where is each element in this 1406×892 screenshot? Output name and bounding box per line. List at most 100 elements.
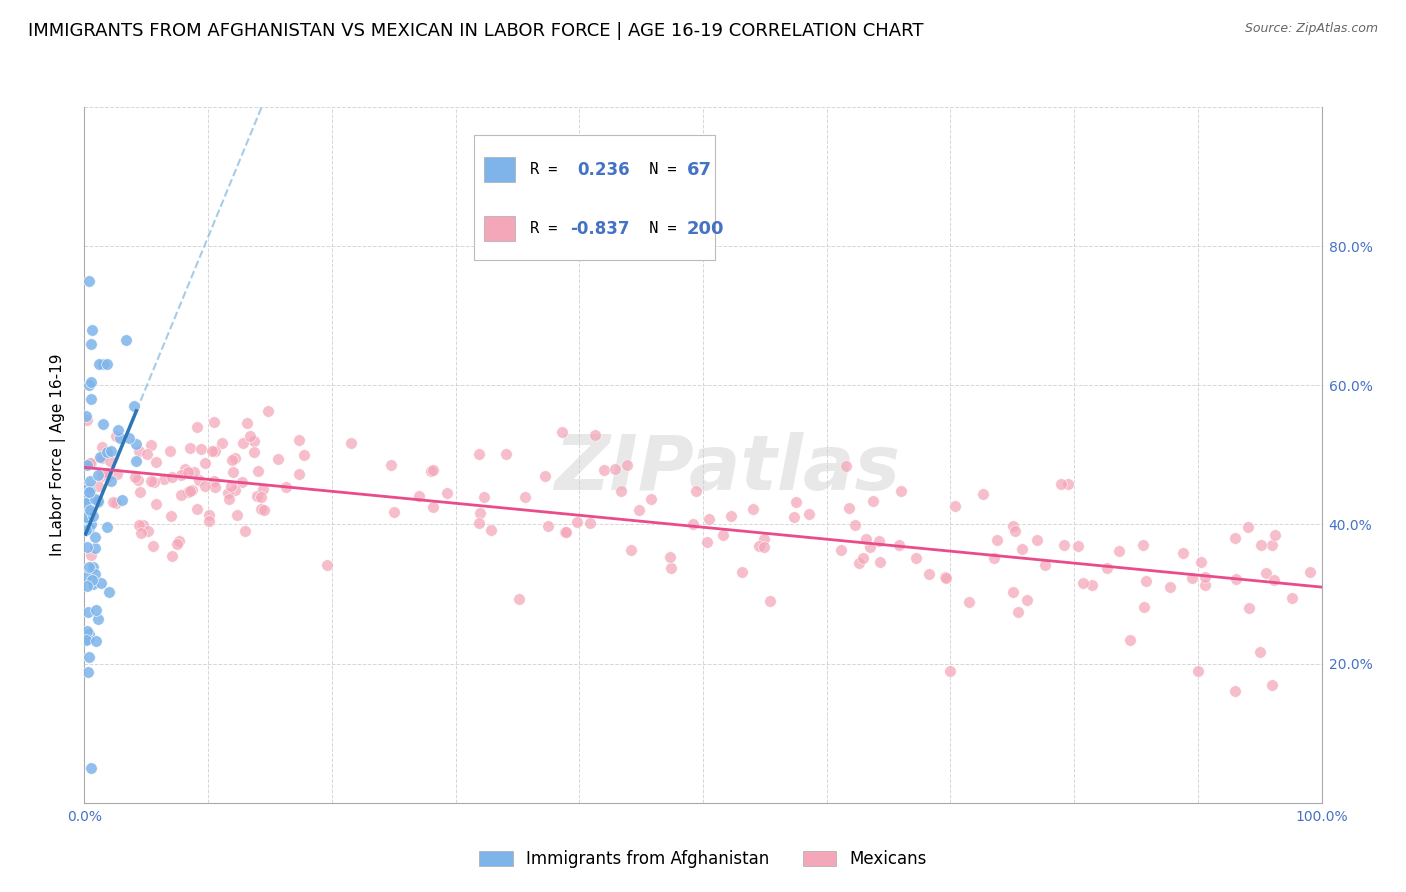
Point — [247, 464, 270, 478]
Point — [100, 444, 122, 458]
Point — [75, 524, 97, 538]
Point — [236, 417, 259, 431]
Point — [1236, 520, 1258, 534]
Point — [851, 550, 873, 565]
Point — [579, 516, 602, 530]
Point — [79, 274, 101, 288]
Point — [79, 521, 101, 535]
Point — [87, 467, 110, 482]
Point — [685, 483, 707, 498]
Point — [76, 624, 98, 639]
Point — [153, 472, 176, 486]
Point — [141, 475, 163, 489]
Point — [830, 543, 852, 558]
Text: IMMIGRANTS FROM AFGHANISTAN VS MEXICAN IN LABOR FORCE | AGE 16-19 CORRELATION CH: IMMIGRANTS FROM AFGHANISTAN VS MEXICAN I… — [28, 22, 924, 40]
Point — [176, 485, 198, 500]
Point — [84, 541, 107, 555]
Point — [246, 490, 269, 504]
Point — [748, 539, 770, 553]
Point — [96, 444, 118, 458]
Point — [111, 492, 134, 507]
Point — [1071, 575, 1094, 590]
Point — [1135, 574, 1157, 589]
Point — [1004, 524, 1026, 538]
Point — [472, 490, 495, 504]
Y-axis label: In Labor Force | Age 16-19: In Labor Force | Age 16-19 — [51, 353, 66, 557]
Point — [76, 511, 98, 525]
Text: N =: N = — [631, 162, 686, 178]
Point — [838, 501, 860, 516]
Point — [89, 450, 111, 464]
Point — [479, 523, 502, 537]
Point — [731, 565, 754, 579]
Point — [267, 451, 290, 466]
Point — [132, 518, 155, 533]
Point — [1026, 533, 1049, 547]
Point — [124, 399, 146, 413]
FancyBboxPatch shape — [484, 157, 515, 183]
Point — [159, 508, 181, 523]
Point — [117, 431, 139, 445]
Point — [1250, 538, 1272, 552]
Point — [79, 627, 101, 641]
Point — [1159, 580, 1181, 594]
Point — [115, 333, 138, 347]
Point — [1263, 573, 1285, 587]
Point — [80, 323, 103, 337]
Point — [100, 474, 122, 488]
Point — [226, 508, 249, 522]
Point — [97, 584, 120, 599]
Point — [720, 509, 742, 524]
Point — [198, 514, 221, 528]
Point — [583, 427, 606, 442]
Point — [82, 576, 104, 591]
Point — [983, 551, 1005, 566]
Point — [98, 454, 121, 468]
Point — [83, 530, 105, 544]
Point — [868, 533, 890, 548]
Point — [202, 474, 225, 488]
Point — [104, 496, 127, 510]
Point — [1050, 476, 1073, 491]
Text: R =: R = — [530, 221, 567, 236]
Point — [408, 489, 430, 503]
Point — [82, 509, 104, 524]
Text: R =: R = — [530, 162, 567, 178]
Point — [592, 463, 614, 477]
Point — [169, 487, 191, 501]
Point — [80, 548, 103, 562]
Point — [75, 495, 97, 509]
Point — [628, 502, 651, 516]
Point — [84, 492, 107, 507]
Point — [97, 469, 120, 483]
Text: 0.236: 0.236 — [576, 161, 630, 179]
Point — [1225, 572, 1247, 586]
Point — [243, 434, 266, 448]
Point — [752, 532, 775, 546]
FancyBboxPatch shape — [484, 216, 515, 242]
Point — [211, 436, 233, 450]
Point — [224, 483, 246, 497]
Point — [1194, 570, 1216, 584]
Point — [659, 549, 682, 564]
Point — [1254, 566, 1277, 581]
Point — [76, 665, 98, 680]
Point — [292, 448, 315, 462]
Point — [957, 595, 980, 609]
Point — [1015, 593, 1038, 607]
Point — [797, 507, 820, 521]
Point — [844, 517, 866, 532]
Point — [1261, 677, 1284, 691]
Point — [84, 566, 107, 581]
Point — [80, 516, 103, 531]
Point — [986, 533, 1008, 547]
Point — [77, 605, 100, 619]
Point — [221, 465, 243, 479]
Point — [533, 469, 555, 483]
Point — [87, 494, 110, 508]
Point — [80, 375, 103, 389]
Point — [939, 664, 962, 678]
Point — [513, 490, 536, 504]
Point — [554, 525, 576, 540]
Point — [1118, 632, 1140, 647]
